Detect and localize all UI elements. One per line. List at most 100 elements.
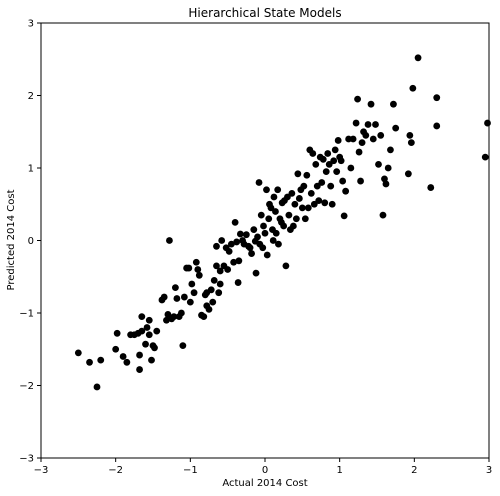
scatter-point [93,383,101,391]
scatter-point [163,316,170,324]
scatter-point [233,238,241,246]
scatter-point [289,222,297,230]
scatter-point [404,170,412,178]
x-axis: −3 −2 −1 0 1 2 3 [34,458,492,476]
scatter-point [179,342,187,350]
scatter-point [113,329,121,337]
scatter-point [263,251,271,259]
scatter-point [272,208,279,215]
scatter-point [185,264,193,272]
scatter-point [340,212,348,220]
scatter-point [200,313,208,321]
scatter-point [112,345,120,353]
scatter-point [136,351,143,359]
x-tick-label: −2 [108,465,123,476]
scatter-point [294,170,302,178]
scatter-point [194,266,202,273]
scatter-point [192,258,200,266]
scatter-point [166,237,173,244]
y-tick-label: −2 [19,381,34,392]
scatter-point [250,226,258,234]
scatter-point [337,157,345,165]
y-tick-label: 2 [28,91,34,102]
scatter-point [303,171,311,179]
scatter-point [318,179,326,186]
scatter-point [216,280,224,288]
scatter-point [136,366,143,373]
scatter-point [172,284,179,292]
scatter-point [138,327,146,335]
scatter-point [143,324,151,331]
scatter-point [307,189,315,197]
scatter-point [375,160,382,168]
scatter-point [274,186,282,194]
scatter-point [210,276,218,284]
scatter-point [261,229,269,237]
scatter-point [349,135,357,143]
scatter-point [333,168,341,176]
x-tick-label: 1 [336,465,342,476]
scatter-point [357,177,364,185]
scatter-point [97,356,105,364]
scatter-point [322,168,330,176]
y-tick-label: 3 [28,19,34,30]
scatter-point [257,211,265,219]
scatter-point [369,135,377,143]
scatter-point [190,289,198,297]
y-tick-label: −1 [19,309,34,320]
x-tick-label: −3 [34,465,49,476]
scatter-point [292,215,300,223]
scatter-point [218,237,226,244]
scatter-point [392,124,400,132]
scatter-point [291,200,299,208]
scatter-point [358,139,366,147]
y-tick-label: 1 [28,164,34,175]
scatter-point [153,327,161,335]
scatter-point [119,353,127,360]
scatter-point [260,222,267,230]
scatter-point [304,204,312,212]
chart-title: Hierarchical State Models [188,6,341,20]
scatter-point [327,182,335,190]
y-tick-label: 0 [28,236,34,247]
scatter-point [145,316,153,324]
scatter-point [312,160,320,168]
scatter-point [331,146,339,154]
scatter-point [427,184,435,191]
scatter-point [300,182,308,190]
scatter-point [230,258,238,266]
scatter-point [372,121,379,128]
scatter-point [170,313,178,321]
scatter-point [252,269,260,277]
scatter-point [409,84,417,92]
y-tick-label: −3 [19,454,34,465]
scatter-point [74,349,82,357]
scatter-point [295,195,303,202]
scatter-point [280,222,288,230]
scatter-point [321,199,329,207]
scatter-point [481,153,489,161]
scatter-point [213,262,220,270]
scatter-point [173,295,181,302]
scatter-point [213,242,220,250]
scatter-point [352,119,360,127]
data-points [74,54,491,391]
scatter-point [215,289,223,297]
scatter-point [263,186,270,194]
y-axis: −3 −2 −1 0 1 2 3 [19,19,41,465]
scatter-point [145,331,153,339]
scatter-point [406,131,414,139]
scatter-point [285,211,293,219]
scatter-point [282,262,290,270]
scatter-point [377,131,385,139]
scatter-point [342,187,350,195]
scatter-point [269,237,277,244]
scatter-point [364,121,372,128]
scatter-point [384,164,392,172]
scatter-point [205,305,213,313]
plot-area [40,22,490,459]
scatter-point [186,298,194,306]
scatter-point [209,298,217,306]
scatter-point [148,356,155,364]
